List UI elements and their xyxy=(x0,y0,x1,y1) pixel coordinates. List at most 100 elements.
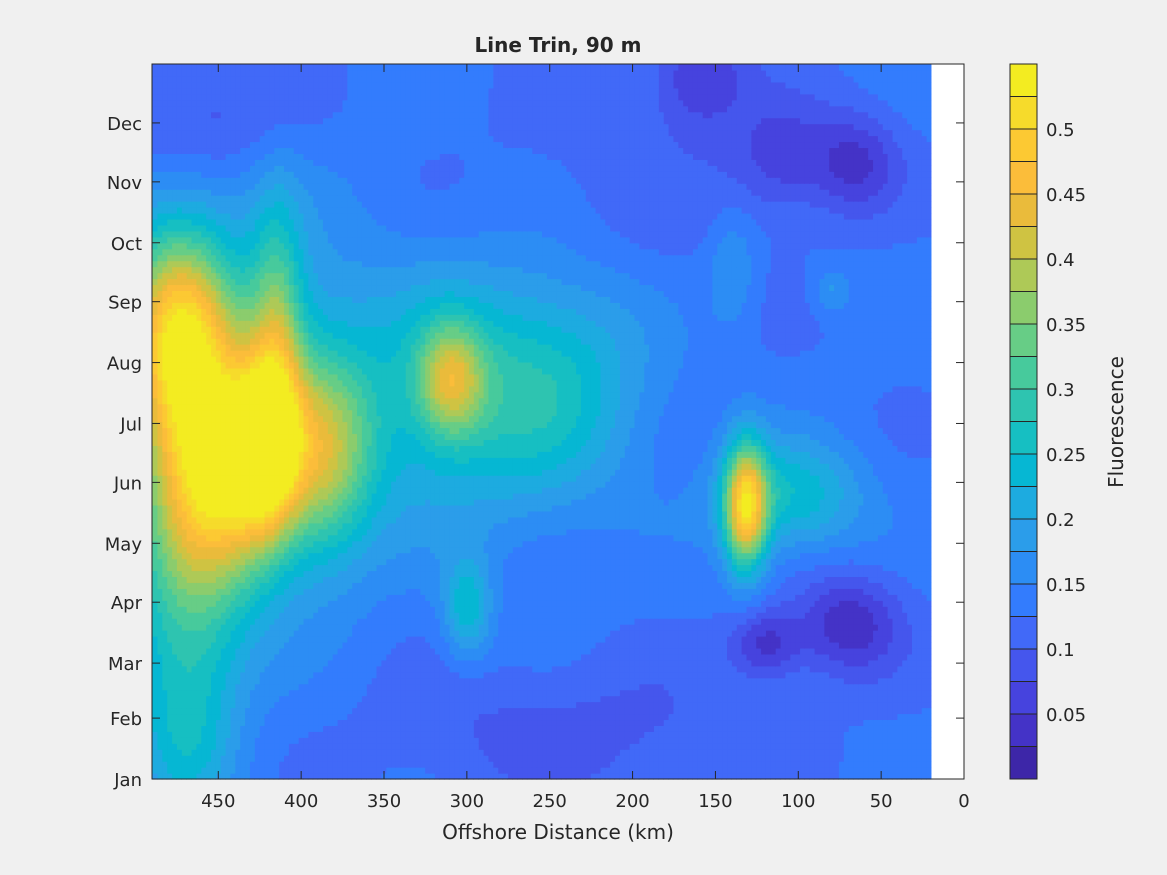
heatmap-cell xyxy=(512,761,518,768)
heatmap-cell xyxy=(526,665,533,673)
heatmap-cell xyxy=(721,641,728,649)
heatmap-cell xyxy=(210,600,216,607)
heatmap-cell xyxy=(244,767,250,774)
heatmap-cell xyxy=(239,594,246,601)
heatmap-cell xyxy=(702,647,708,655)
heatmap-cell xyxy=(244,731,250,738)
heatmap-cell xyxy=(458,707,465,715)
heatmap-cell xyxy=(585,618,591,625)
heatmap-cell xyxy=(400,749,406,756)
heatmap-cell xyxy=(609,671,616,679)
heatmap-cell xyxy=(483,594,489,601)
heatmap-cell xyxy=(784,606,791,613)
heatmap-cell xyxy=(366,600,372,607)
heatmap-cell xyxy=(843,636,849,643)
heatmap-cell xyxy=(818,719,825,726)
heatmap-cell xyxy=(799,701,805,709)
heatmap-cell xyxy=(624,767,630,774)
heatmap-cell xyxy=(638,659,645,667)
heatmap-cell xyxy=(215,671,221,679)
heatmap-cell xyxy=(541,707,547,715)
heatmap-cell xyxy=(400,624,406,631)
heatmap-cell xyxy=(843,659,849,667)
heatmap-cell xyxy=(220,743,226,750)
heatmap-cell xyxy=(341,773,348,780)
heatmap-cell xyxy=(521,755,528,762)
heatmap-cell xyxy=(706,641,713,649)
heatmap-cell xyxy=(862,677,869,685)
heatmap-cell xyxy=(517,707,523,715)
heatmap-cell xyxy=(765,618,771,625)
heatmap-cell xyxy=(653,725,659,732)
heatmap-cell xyxy=(371,683,377,691)
heatmap-cell xyxy=(687,653,693,661)
heatmap-cell xyxy=(424,695,431,703)
heatmap-cell xyxy=(307,767,314,774)
heatmap-cell xyxy=(862,624,869,631)
heatmap-cell xyxy=(760,689,766,697)
heatmap-cell xyxy=(716,773,723,780)
heatmap-cell xyxy=(551,731,557,738)
heatmap-cell xyxy=(658,659,664,667)
heatmap-cell xyxy=(916,677,922,685)
heatmap-cell xyxy=(711,761,718,768)
heatmap-cell xyxy=(604,689,611,697)
heatmap-cell xyxy=(380,695,387,703)
heatmap-cell xyxy=(492,618,499,625)
heatmap-cell xyxy=(638,594,645,601)
heatmap-cell xyxy=(234,713,241,721)
heatmap-cell xyxy=(186,701,192,709)
heatmap-cell xyxy=(653,701,659,709)
heatmap-cell xyxy=(161,695,168,703)
heatmap-cell xyxy=(916,653,922,661)
heatmap-cell xyxy=(590,761,596,768)
heatmap-cell xyxy=(414,618,421,625)
heatmap-cell xyxy=(176,618,182,625)
heatmap-cell xyxy=(633,767,640,774)
heatmap-cell xyxy=(784,600,791,607)
heatmap-cell xyxy=(614,755,620,762)
heatmap-cell xyxy=(921,749,927,756)
heatmap-cell xyxy=(405,773,411,780)
heatmap-cell xyxy=(225,767,231,774)
heatmap-cell xyxy=(741,600,747,607)
heatmap-cell xyxy=(507,653,513,661)
heatmap-cell xyxy=(322,773,328,780)
heatmap-cell xyxy=(872,737,878,744)
heatmap-cell xyxy=(882,731,888,738)
heatmap-cell xyxy=(843,719,849,726)
heatmap-cell xyxy=(784,677,791,685)
heatmap-cell xyxy=(867,636,874,643)
heatmap-cell xyxy=(161,618,168,625)
heatmap-cell xyxy=(916,636,922,643)
heatmap-cell xyxy=(298,606,304,613)
heatmap-cell xyxy=(852,647,859,655)
heatmap-cell xyxy=(736,618,742,625)
heatmap-cell xyxy=(658,641,664,649)
heatmap-cell xyxy=(229,671,236,679)
heatmap-cell xyxy=(434,701,440,709)
heatmap-cell xyxy=(697,630,703,637)
heatmap-cell xyxy=(546,773,552,780)
heatmap-cell xyxy=(521,683,528,691)
heatmap-cell xyxy=(424,767,431,774)
heatmap-cell xyxy=(322,731,328,738)
heatmap-cell xyxy=(852,767,859,774)
heatmap-cell xyxy=(327,731,333,738)
heatmap-cell xyxy=(546,641,552,649)
heatmap-cell xyxy=(843,624,849,631)
heatmap-cell xyxy=(653,719,659,726)
heatmap-cell xyxy=(307,659,314,667)
heatmap-cell xyxy=(604,755,611,762)
heatmap-cell xyxy=(741,767,747,774)
heatmap-cell xyxy=(658,719,664,726)
heatmap-cell xyxy=(585,773,591,780)
heatmap-cell xyxy=(205,737,212,744)
heatmap-cell xyxy=(906,713,912,721)
heatmap-cell xyxy=(556,725,562,732)
heatmap-cell xyxy=(638,630,645,637)
heatmap-cell xyxy=(439,749,445,756)
heatmap-cell xyxy=(249,725,255,732)
heatmap-cell xyxy=(526,641,533,649)
heatmap-cell xyxy=(896,773,903,780)
